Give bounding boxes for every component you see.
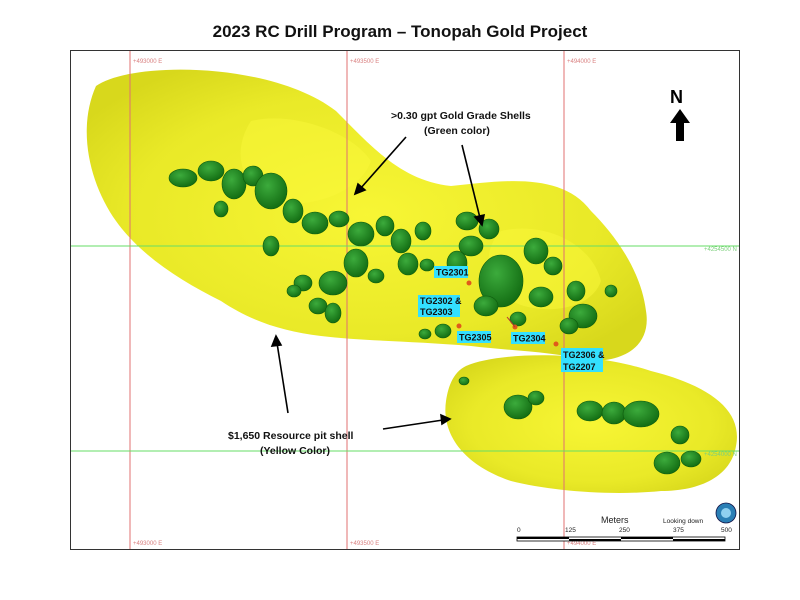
drill-hole-label: TG2303 [420, 307, 453, 317]
map-canvas[interactable]: +493000 E +493500 E +494000 E +493000 E … [70, 50, 740, 550]
drill-hole-label: TG2302 & [420, 296, 462, 306]
easting-label-bottom: +494000 E [567, 541, 596, 547]
northing-label: +4254500 N [704, 247, 737, 253]
drill-collar-marker[interactable] [553, 341, 559, 347]
drill-hole-label: TG2305 [459, 333, 492, 343]
drill-hole-labels: TG2301 TG2302 & TG2303 TG2305 TG2304 TG2… [418, 266, 605, 372]
easting-label-top: +494000 E [567, 59, 596, 65]
drill-collar-marker[interactable] [466, 280, 472, 286]
drill-hole-label: TG2306 & [563, 350, 605, 360]
scale-unit: Meters [601, 515, 629, 525]
easting-grid-lines [129, 51, 565, 549]
gold-grade-shells [168, 160, 702, 475]
easting-label-top: +493000 E [133, 59, 162, 65]
scale-tick-label: 125 [565, 527, 576, 534]
scale-bar: Meters Looking down 0 125 250 375 500 [516, 502, 737, 542]
easting-label-top: +493500 E [350, 59, 379, 65]
drill-hole-label: TG2304 [513, 334, 546, 344]
drill-hole-label: TG2301 [436, 268, 469, 278]
resource-pit-shell [86, 69, 737, 493]
northing-label: +4254000 N [704, 452, 737, 458]
drill-hole-collars [456, 280, 559, 347]
map-title: 2023 RC Drill Program – Tonopah Gold Pro… [212, 22, 588, 41]
grade-shells-annotation: >0.30 gpt Gold Grade Shells [391, 110, 531, 122]
easting-label-bottom: +493000 E [133, 541, 162, 547]
view-direction: Looking down [663, 518, 703, 525]
pit-shell-annotation: $1,650 Resource pit shell [228, 430, 354, 442]
easting-label-bottom: +493500 E [350, 541, 379, 547]
map-svg: +493000 E +493500 E +494000 E +493000 E … [71, 51, 739, 549]
drill-hole-label: TG2207 [563, 362, 596, 372]
drill-collar-marker[interactable] [456, 323, 462, 329]
north-arrow: N [670, 87, 690, 141]
scale-tick-label: 500 [721, 527, 732, 534]
pit-shell-annotation: (Yellow Color) [260, 445, 330, 457]
grade-shells-annotation: (Green color) [424, 125, 490, 137]
north-label: N [670, 87, 683, 107]
annotation-arrows [270, 136, 486, 430]
scale-tick-label: 0 [517, 527, 521, 534]
scale-tick-label: 250 [619, 527, 630, 534]
scale-tick-label: 375 [673, 527, 684, 534]
